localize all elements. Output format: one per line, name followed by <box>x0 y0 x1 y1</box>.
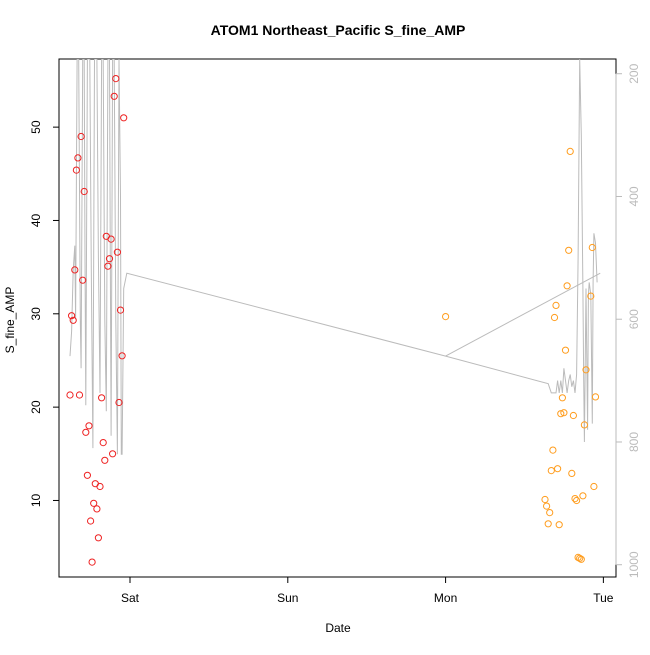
x-tick-label: Mon <box>434 591 457 605</box>
x-tick-label: Tue <box>593 591 614 605</box>
data-point <box>550 313 559 322</box>
data-point <box>561 346 570 354</box>
data-point <box>98 394 106 402</box>
data-point <box>563 282 571 290</box>
data-point <box>541 495 549 504</box>
data-point <box>543 502 551 510</box>
data-point <box>547 467 555 475</box>
data-point <box>573 496 581 505</box>
data-point <box>558 394 567 402</box>
data-point <box>88 558 96 566</box>
data-line <box>69 59 598 455</box>
data-point <box>582 366 590 374</box>
data-point <box>568 469 576 477</box>
data-point <box>72 166 81 174</box>
x-axis-label: Date <box>325 621 351 635</box>
y2-tick-label: 800 <box>627 432 641 452</box>
y-tick-label: 10 <box>29 493 43 507</box>
y-axis-label: S_fine_AMP <box>3 287 17 354</box>
data-point <box>110 92 118 100</box>
data-point <box>549 446 557 454</box>
data-point <box>87 517 95 525</box>
data-point <box>569 411 578 420</box>
data-point <box>115 398 123 407</box>
data-point <box>120 114 128 122</box>
data-point <box>99 439 107 447</box>
data-point <box>588 243 596 252</box>
data-point <box>552 301 560 309</box>
data-point <box>93 505 101 513</box>
data-line-segment <box>445 272 601 357</box>
y2-tick-label: 200 <box>627 63 641 83</box>
y2-tick-label: 1000 <box>627 551 641 578</box>
data-point <box>544 520 552 528</box>
data-point <box>591 393 600 401</box>
data-point <box>571 495 579 503</box>
data-point <box>85 422 93 430</box>
data-point <box>79 276 87 284</box>
data-point <box>590 482 598 491</box>
y-tick-label: 40 <box>29 213 43 227</box>
data-point <box>68 312 76 320</box>
data-point <box>442 313 450 321</box>
data-point <box>101 456 109 464</box>
data-point <box>75 391 84 399</box>
data-point <box>579 492 587 500</box>
data-point <box>566 147 574 155</box>
data-point <box>555 521 563 529</box>
data-point <box>94 534 103 542</box>
y-tick-label: 30 <box>29 307 43 321</box>
data-point <box>66 391 74 399</box>
y-tick-label: 50 <box>29 120 43 134</box>
plot-area-frame <box>58 58 617 578</box>
data-point <box>113 248 122 256</box>
data-point <box>118 352 126 360</box>
chart-title: ATOM1 Northeast_Pacific S_fine_AMP <box>211 22 466 38</box>
data-point <box>580 421 589 429</box>
data-point <box>107 235 115 243</box>
y2-tick-label: 600 <box>627 309 641 329</box>
data-point <box>112 75 120 83</box>
data-point <box>546 508 554 517</box>
y2-tick-label: 400 <box>627 186 641 206</box>
data-point <box>82 428 90 436</box>
data-point <box>105 255 114 263</box>
data-point <box>560 409 568 417</box>
data-point <box>90 499 98 507</box>
data-point <box>565 246 573 254</box>
data-point <box>77 132 85 141</box>
data-point <box>80 187 88 196</box>
data-point <box>83 471 92 479</box>
data-point <box>554 465 562 473</box>
data-point <box>116 306 125 314</box>
plot-marks <box>66 59 601 566</box>
data-point <box>576 554 584 562</box>
y-tick-label: 20 <box>29 400 43 414</box>
data-point <box>74 154 82 162</box>
data-point <box>587 292 595 300</box>
data-point <box>577 555 585 563</box>
x-tick-label: Sun <box>277 591 298 605</box>
data-point <box>96 482 104 491</box>
data-point <box>69 316 77 324</box>
data-point <box>104 262 112 270</box>
x-tick-label: Sat <box>121 591 140 605</box>
data-point <box>71 266 79 274</box>
data-point <box>109 450 117 458</box>
data-point <box>557 410 565 418</box>
